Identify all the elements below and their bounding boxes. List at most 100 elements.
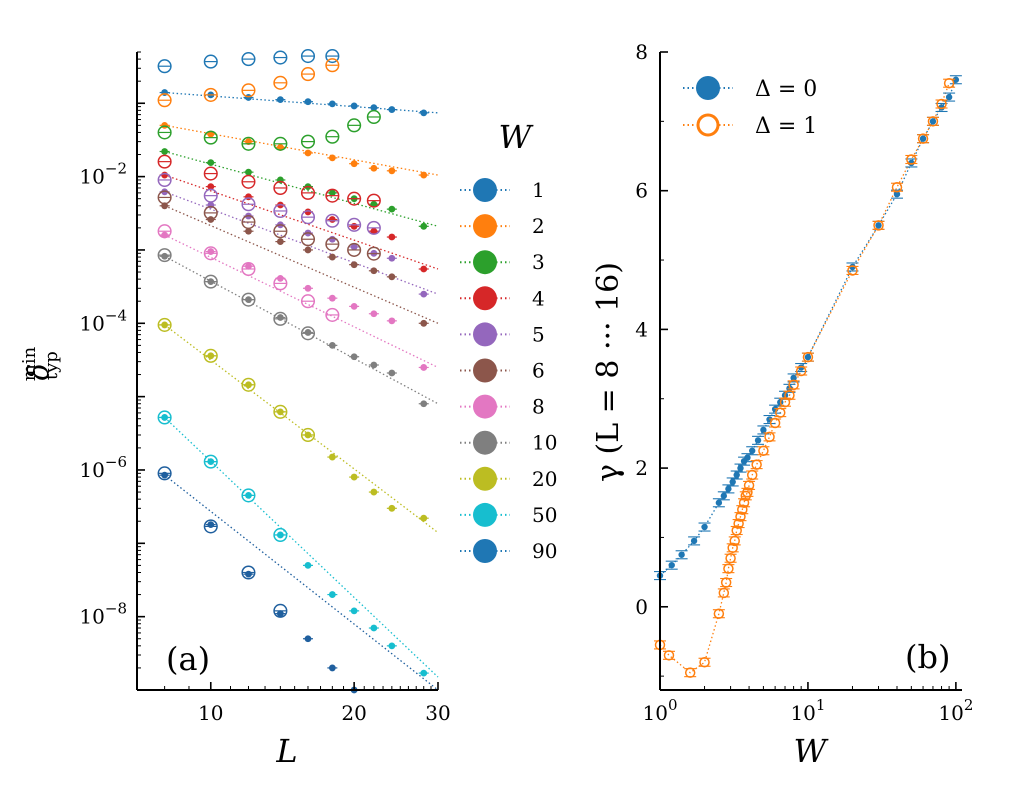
- closed-marker-W3: [388, 205, 396, 213]
- legend-label-W6: 6: [532, 359, 545, 383]
- closed-marker-W5: [388, 254, 396, 262]
- panel-a-fit-lines: [164, 91, 439, 691]
- legend-label-W10: 10: [532, 431, 557, 455]
- point-delta0: [804, 353, 812, 361]
- open-marker-W2: [157, 93, 172, 108]
- closed-marker-W10: [370, 361, 378, 369]
- point-delta0: [737, 464, 744, 472]
- open-marker-W2: [203, 87, 218, 102]
- panel-a-label: (a): [166, 640, 210, 678]
- open-marker-W20: [273, 404, 288, 419]
- closed-marker-W90: [276, 610, 284, 618]
- point-delta0: [945, 93, 953, 101]
- closed-marker-W4: [420, 265, 428, 273]
- closed-marker-W20: [350, 473, 358, 481]
- closed-marker-W8: [388, 317, 396, 325]
- legend-label-W1: 1: [532, 178, 545, 202]
- closed-marker-W3: [328, 189, 336, 197]
- panel-b-ticks: 0 2 4 6 8 100 101 102: [635, 40, 973, 725]
- open-marker-W90: [157, 466, 172, 481]
- panel-a-legend: 1 2 3 4 5 6 8 10 20 50 90: [460, 178, 557, 563]
- closed-marker-W90: [304, 635, 312, 643]
- point-delta0: [754, 437, 762, 444]
- point-delta0: [725, 485, 732, 493]
- closed-marker-W4: [388, 233, 396, 241]
- legend-label: Δ = 0: [755, 77, 817, 102]
- open-marker-W5: [366, 220, 381, 235]
- open-marker-W20: [300, 427, 316, 443]
- x-tick-label: 30: [425, 701, 450, 725]
- legend-marker-open: [696, 113, 720, 137]
- point-delta1: [720, 577, 732, 588]
- y-tick-label: 8: [635, 40, 648, 64]
- point-delta1: [769, 417, 781, 429]
- point-delta0: [690, 537, 698, 545]
- legend-label-W8: 8: [532, 395, 545, 419]
- panel-b-label: (b): [905, 638, 950, 676]
- closed-marker-W3: [207, 159, 215, 167]
- open-marker-W4: [203, 166, 218, 181]
- series-line-delta0: [659, 79, 957, 577]
- open-marker-W6: [273, 224, 288, 239]
- point-delta0: [715, 499, 723, 506]
- open-marker-W5: [300, 210, 316, 225]
- open-marker-W4: [300, 185, 316, 200]
- open-marker-W3: [347, 118, 362, 133]
- open-marker-W50: [157, 410, 172, 425]
- open-marker-W10: [273, 311, 288, 326]
- panel-b-markers: [654, 75, 962, 678]
- open-marker-W6: [241, 215, 256, 230]
- legend-marker-W10: [473, 430, 497, 455]
- fit-line-W50: [164, 416, 439, 678]
- open-marker-W3: [325, 129, 340, 144]
- legend-label-W90: 90: [532, 539, 557, 563]
- closed-marker-W3: [370, 200, 378, 208]
- point-delta1: [943, 77, 955, 89]
- x-tick-label: 10: [198, 701, 223, 725]
- point-delta1: [729, 535, 740, 547]
- open-marker-W3: [241, 136, 256, 151]
- closed-marker-W10: [388, 369, 396, 377]
- point-delta1: [746, 469, 758, 481]
- closed-marker-W8: [350, 302, 358, 310]
- closed-marker-W10: [420, 400, 428, 408]
- closed-marker-W4: [328, 216, 336, 223]
- point-delta0: [733, 471, 740, 479]
- closed-marker-W20: [370, 488, 378, 496]
- point-delta0: [729, 478, 736, 486]
- closed-marker-W6: [420, 319, 428, 327]
- point-delta1: [795, 365, 807, 377]
- fit-line-W4: [164, 174, 439, 270]
- closed-marker-W50: [420, 669, 428, 677]
- point-delta1: [873, 220, 884, 231]
- open-marker-W90: [203, 519, 218, 534]
- open-marker-W3: [300, 134, 316, 149]
- closed-marker-W90: [245, 570, 252, 578]
- y-tick-label: 0: [635, 595, 648, 619]
- panel-b: 0 2 4 6 8 100 101 102 (b) W γ (L = 8 ··· 16) Δ …: [591, 40, 973, 770]
- closed-marker-W2: [350, 160, 358, 168]
- closed-marker-W10: [276, 314, 284, 321]
- closed-marker-W4: [350, 222, 358, 230]
- point-delta1: [784, 390, 795, 401]
- open-marker-W5: [347, 217, 362, 232]
- point-delta1: [727, 542, 738, 554]
- closed-marker-W1: [245, 94, 252, 101]
- legend-marker-W4: [473, 286, 497, 311]
- point-delta1: [936, 98, 947, 110]
- open-marker-W6: [366, 246, 381, 261]
- open-marker-W8: [273, 276, 288, 291]
- closed-marker-W1: [304, 98, 312, 106]
- closed-marker-W10: [350, 353, 358, 361]
- point-delta1: [751, 459, 762, 470]
- open-marker-W8: [157, 224, 172, 239]
- closed-marker-W2: [207, 130, 215, 138]
- legend-label-W2: 2: [532, 214, 545, 238]
- x-tick-label: 102: [938, 696, 973, 725]
- panel-b-series-lines: [659, 79, 957, 674]
- closed-marker-W2: [161, 121, 169, 129]
- panel-a-axes: [136, 52, 438, 691]
- y-tick-label: 10−4: [79, 306, 127, 335]
- panel-b-ylabel: γ (L = 8 ··· 16): [591, 262, 626, 482]
- open-marker-W8: [300, 294, 316, 309]
